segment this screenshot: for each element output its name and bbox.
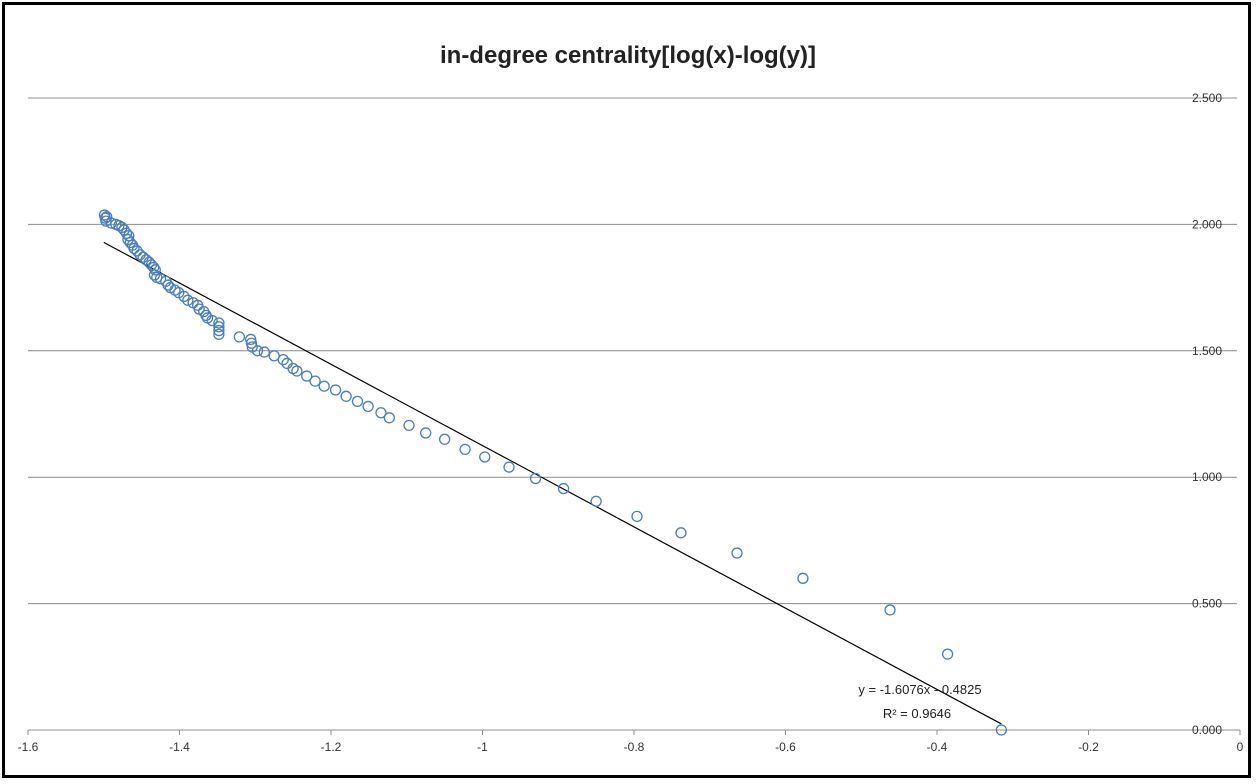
y-tick-label: 2.500 <box>1192 91 1222 105</box>
data-point <box>131 245 143 257</box>
data-point <box>797 572 809 584</box>
data-point <box>329 384 342 396</box>
data-point <box>375 407 387 419</box>
data-point <box>213 321 225 333</box>
data-point <box>213 317 225 329</box>
data-point <box>420 427 432 439</box>
x-tick-label: 0 <box>1237 740 1244 754</box>
data-point <box>105 217 117 229</box>
data-point <box>631 510 643 523</box>
data-point <box>124 236 136 249</box>
data-point <box>340 390 352 402</box>
trendline <box>103 241 1002 725</box>
data-point <box>178 290 190 303</box>
data-point <box>403 419 415 432</box>
y-tick-label: 1.500 <box>1192 344 1222 358</box>
data-point <box>148 269 161 281</box>
x-tick-label: -0.2 <box>1078 740 1099 754</box>
trendline-equation: y = -1.6076x - 0.4825 <box>858 682 981 697</box>
data-point <box>301 370 313 382</box>
data-point <box>479 451 491 463</box>
data-point <box>182 294 194 306</box>
data-point <box>529 472 542 485</box>
data-point <box>206 314 218 327</box>
data-point <box>351 395 364 408</box>
data-point <box>291 365 303 377</box>
data-point <box>251 345 264 357</box>
data-point <box>459 443 471 456</box>
data-point <box>149 264 161 276</box>
data-point <box>213 324 225 337</box>
x-tick-label: -0.4 <box>927 740 948 754</box>
data-point <box>123 230 135 242</box>
data-point <box>362 400 374 413</box>
data-point <box>148 261 160 274</box>
chart-title: in-degree centrality[log(x)-log(y)] <box>440 42 816 69</box>
data-point <box>277 353 289 366</box>
trendline-r2: R² = 0.9646 <box>883 706 951 721</box>
x-tick-label: -1.4 <box>169 740 190 754</box>
data-point <box>438 433 451 445</box>
data-point <box>675 527 687 539</box>
data-point <box>120 227 133 239</box>
data-point <box>213 328 225 341</box>
y-tick-label: 2.000 <box>1192 217 1222 231</box>
data-point <box>309 375 321 387</box>
data-point <box>731 547 743 559</box>
x-tick-label: -1 <box>477 740 488 754</box>
trendline-group <box>103 241 1002 725</box>
data-point <box>128 242 140 255</box>
data-point <box>383 412 395 424</box>
scatter-points <box>98 209 1008 736</box>
y-axis-labels: 0.000 0.500 1.000 1.500 2.000 2.500 <box>1192 91 1222 737</box>
data-point <box>503 461 515 473</box>
x-tick-label: -0.6 <box>775 740 796 754</box>
gridlines <box>28 97 1237 605</box>
x-tick-label: -1.2 <box>321 740 342 754</box>
data-point <box>233 331 245 343</box>
data-point <box>258 346 270 358</box>
data-point <box>318 380 330 392</box>
data-point <box>100 215 112 227</box>
data-point <box>941 648 954 660</box>
x-tick-label: -0.8 <box>624 740 645 754</box>
data-point <box>995 724 1008 736</box>
x-axis: -1.6 -1.4 -1.2 -1 -0.8 -0.6 -0.4 -0.2 0 <box>18 729 1244 754</box>
data-point <box>557 482 570 495</box>
data-point <box>245 333 257 346</box>
data-point <box>154 273 167 285</box>
y-tick-label: 1.000 <box>1192 470 1222 484</box>
x-tick-label: -1.6 <box>18 740 39 754</box>
y-tick-label: 0.000 <box>1192 723 1222 737</box>
data-point <box>884 604 896 616</box>
data-point <box>245 337 258 349</box>
y-tick-label: 0.500 <box>1192 597 1222 611</box>
data-point <box>137 251 149 263</box>
data-point <box>590 495 602 507</box>
